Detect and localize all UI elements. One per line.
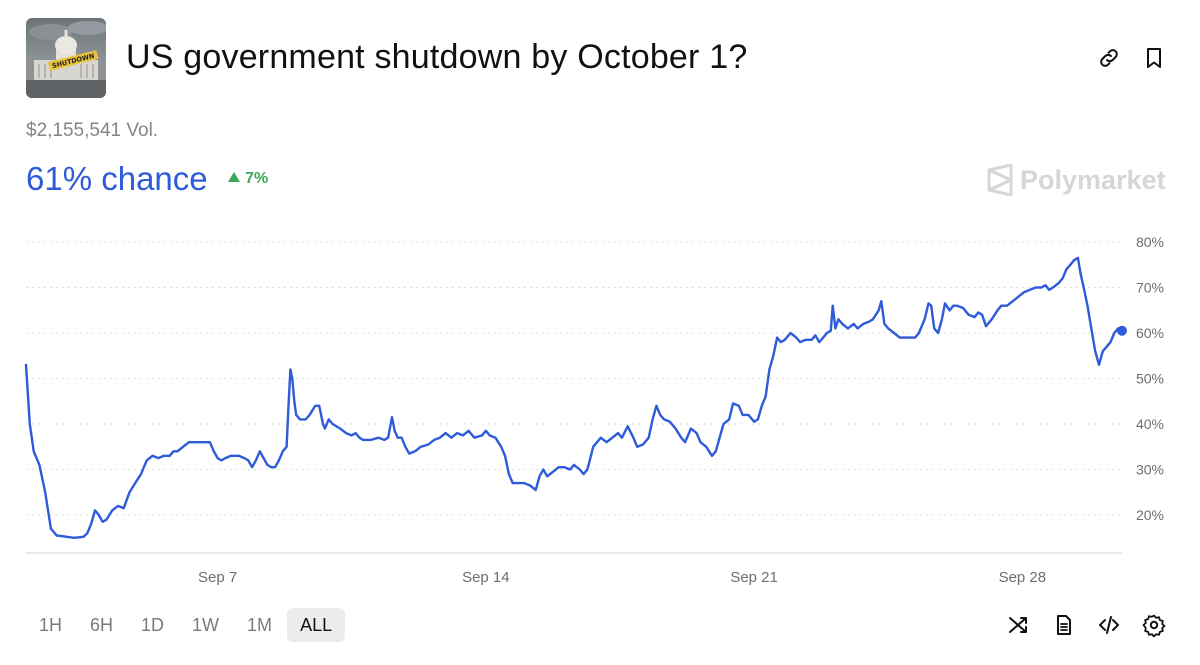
time-range-selector: 1H 6H 1D 1W 1M ALL: [26, 608, 347, 642]
rules-button[interactable]: [1052, 613, 1076, 637]
brand-name: Polymarket: [1020, 164, 1166, 195]
bookmark-icon: [1147, 48, 1161, 68]
y-tick-label: 30%: [1136, 462, 1164, 478]
shuffle-button[interactable]: [1007, 613, 1031, 637]
link-icon: [1100, 49, 1118, 67]
chance-value: 61% chance: [26, 160, 208, 197]
price-chart-canvas: 20% 30% 40% 50% 60% 70% 80% Sep 7 Sep 14 Sep 21 Se…: [24, 234, 1164, 586]
series-line: [24, 256, 1124, 539]
current-point: [1117, 325, 1127, 336]
y-tick-label: 40%: [1136, 416, 1164, 432]
settings-button[interactable]: [1142, 613, 1166, 638]
x-tick-label: Sep 28: [999, 569, 1047, 586]
brand-watermark: Polymarket: [986, 163, 1166, 200]
copy-link-button[interactable]: [1097, 46, 1121, 70]
x-tick-label: Sep 21: [730, 569, 778, 586]
range-1d[interactable]: 1D: [141, 615, 165, 635]
chance-row: 61% chance 7%: [26, 160, 268, 204]
range-1w[interactable]: 1W: [192, 615, 220, 635]
y-tick-label: 50%: [1136, 371, 1164, 387]
volume-label: $2,155,541 Vol.: [26, 120, 159, 141]
chance-change-value: 7%: [245, 170, 269, 187]
range-all[interactable]: ALL: [287, 608, 346, 642]
range-1h[interactable]: 1H: [39, 615, 63, 635]
y-tick-label: 70%: [1136, 280, 1164, 296]
polymarket-logo-icon: [987, 163, 1013, 197]
y-tick-label: 60%: [1136, 325, 1164, 341]
x-tick-label: Sep 14: [462, 569, 510, 586]
market-thumbnail: SHUTDOWN: [26, 18, 106, 98]
price-chart[interactable]: 20% 30% 40% 50% 60% 70% 80% Sep 7 Sep 14 Sep 21 Se…: [0, 220, 1200, 600]
bookmark-button[interactable]: [1142, 46, 1166, 70]
shuffle-icon: [1009, 617, 1027, 633]
range-6h[interactable]: 6H: [90, 615, 114, 635]
document-icon: [1057, 615, 1071, 635]
settings-icon: [1142, 614, 1166, 638]
x-tick-label: Sep 7: [198, 569, 237, 586]
code-icon: [1099, 616, 1119, 634]
chance-change-badge: 7%: [228, 170, 268, 188]
embed-button[interactable]: [1097, 613, 1121, 637]
y-tick-label: 20%: [1136, 507, 1164, 523]
market-header: SHUTDOWN US government shutdown by Octob…: [26, 18, 1174, 100]
range-1m[interactable]: 1M: [247, 615, 273, 635]
y-tick-label: 80%: [1136, 234, 1164, 250]
triangle-up-icon: [228, 172, 241, 182]
page-title: US government shutdown by October 1?: [126, 38, 748, 76]
